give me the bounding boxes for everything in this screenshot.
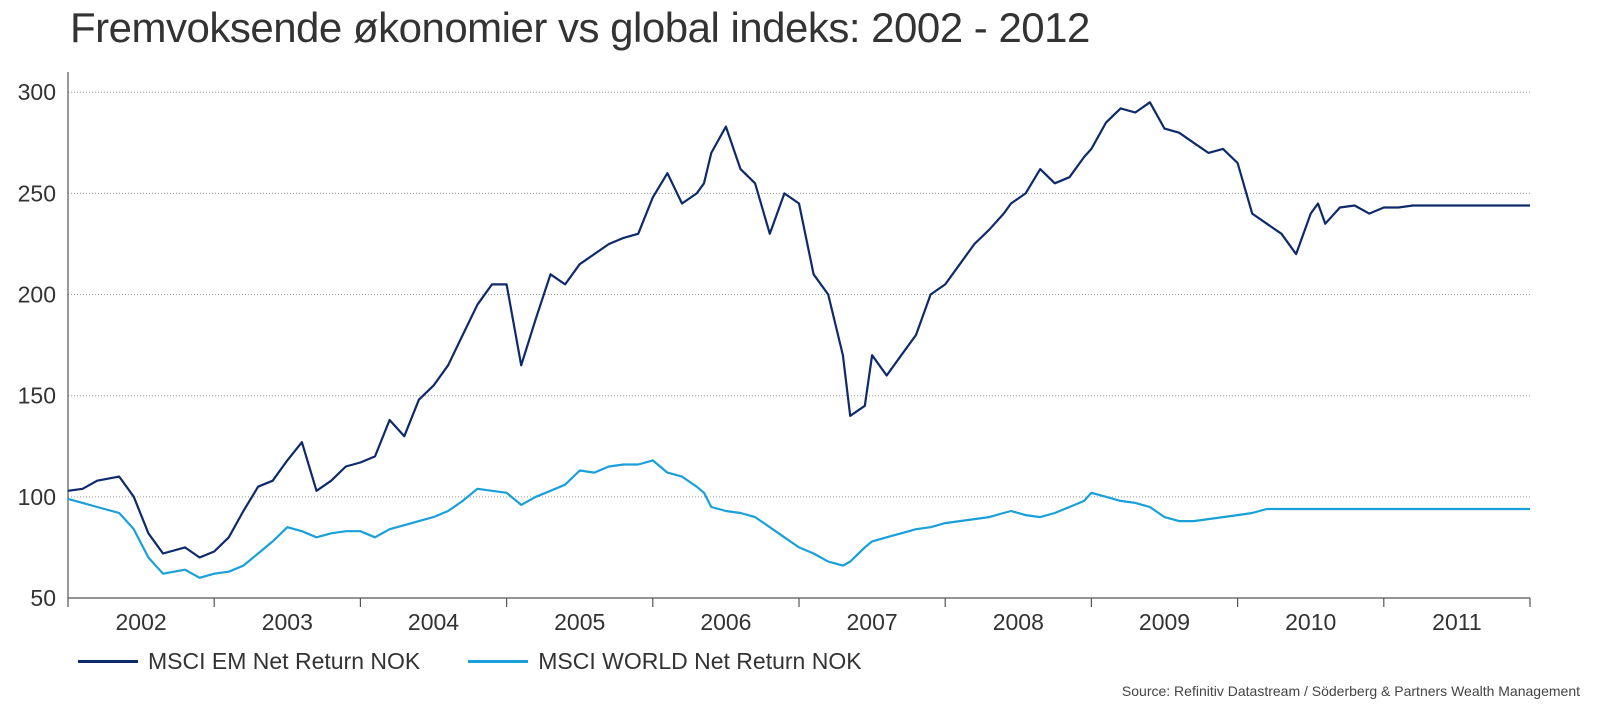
x-tick-label: 2010	[1285, 609, 1336, 635]
y-tick-label: 150	[18, 383, 56, 409]
legend-label-world: MSCI WORLD Net Return NOK	[538, 648, 862, 674]
x-tick-label: 2002	[116, 609, 167, 635]
x-tick-label: 2005	[554, 609, 605, 635]
y-axis-ticks: 50 100 150 200 250 300	[18, 79, 56, 611]
legend-swatch-world	[468, 660, 529, 663]
x-tick-label: 2007	[847, 609, 898, 635]
legend-item-world: MSCI WORLD Net Return NOK	[468, 648, 862, 675]
legend-swatch-em	[78, 660, 138, 663]
x-tick-label: 2009	[1139, 609, 1190, 635]
y-tick-label: 200	[18, 282, 56, 308]
x-tick-label: 2006	[700, 609, 751, 635]
legend: MSCI EM Net Return NOK MSCI WORLD Net Re…	[78, 648, 910, 675]
x-tick-label: 2011	[1432, 609, 1481, 635]
x-tick-label: 2008	[993, 609, 1044, 635]
source-note: Source: Refinitiv Datastream / Söderberg…	[1121, 683, 1580, 699]
y-tick-label: 250	[18, 180, 56, 206]
chart-title: Fremvoksende økonomier vs global indeks:…	[70, 4, 1090, 51]
y-tick-label: 100	[18, 484, 56, 510]
y-tick-label: 50	[30, 585, 56, 611]
legend-label-em: MSCI EM Net Return NOK	[148, 648, 421, 674]
legend-item-em: MSCI EM Net Return NOK	[78, 648, 420, 675]
x-tick-label: 2004	[408, 609, 459, 635]
y-tick-label: 300	[18, 79, 56, 105]
x-tick-label: 2003	[262, 609, 313, 635]
axes	[67, 72, 1530, 599]
x-axis-ticks: 2002 2003 2004 2005 2006 2007 2008 2009 2010 2011	[67, 598, 1531, 635]
grid-lines	[68, 91, 1530, 498]
series-line-em	[67, 101, 1530, 559]
series-line-world	[67, 459, 1530, 579]
series-lines	[67, 101, 1530, 579]
